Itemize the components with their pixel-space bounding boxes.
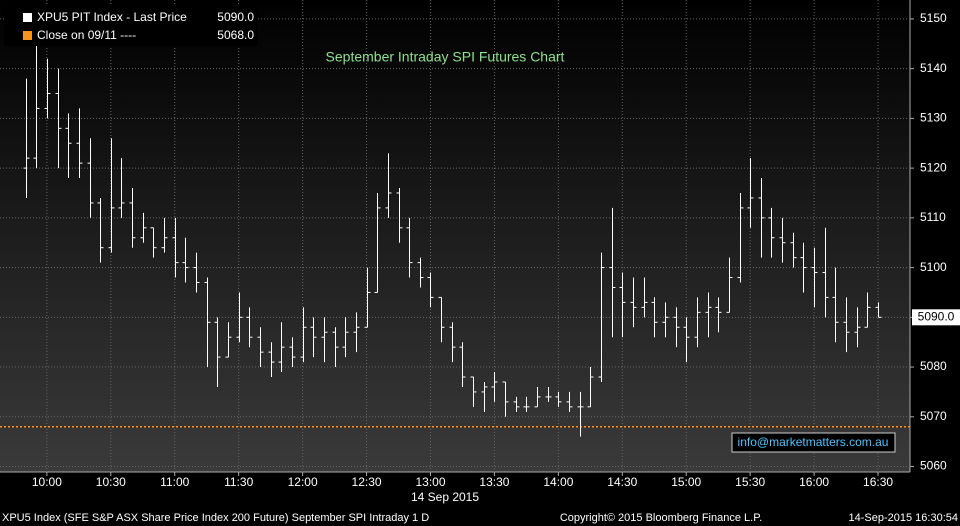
x-tick-label: 10:00 (32, 475, 62, 489)
y-tick-label: 5080 (920, 359, 947, 373)
footer-center: Copyright© 2015 Bloomberg Finance L.P. (560, 512, 762, 524)
x-tick-label: 14:30 (607, 475, 637, 489)
y-tick-label: 5140 (920, 61, 947, 75)
last-price-tag (912, 309, 960, 326)
last-price-label: 5090.0 (918, 309, 955, 323)
y-tick-label: 5060 (920, 459, 947, 473)
x-tick-label: 15:00 (671, 475, 701, 489)
x-tick-label: 11:00 (160, 475, 189, 489)
y-tick-label: 5120 (920, 160, 947, 174)
legend-label: Close on 09/11 ---- (37, 28, 136, 42)
y-tick-label: 5070 (920, 409, 947, 423)
legend-value: 5090.0 (217, 10, 254, 24)
x-tick-label: 12:30 (352, 475, 382, 489)
y-tick-label: 5100 (920, 260, 947, 274)
x-tick-label: 13:00 (415, 475, 445, 489)
y-tick-label: 5150 (920, 11, 947, 25)
footer-right: 14-Sep-2015 16:30:54 (849, 512, 958, 524)
y-tick-label: 5110 (920, 210, 946, 224)
legend-swatch (23, 13, 32, 22)
annotation-box (731, 432, 896, 453)
legend (4, 6, 258, 46)
x-tick-label: 16:00 (799, 475, 829, 489)
x-tick-label: 14:00 (543, 475, 573, 489)
chart-title: September Intraday SPI Futures Chart (326, 49, 565, 65)
annotation: info@marketmatters.com.au (738, 435, 889, 449)
x-tick-label: 16:30 (863, 475, 893, 489)
x-tick-label: 13:30 (479, 475, 509, 489)
plot-area (0, 0, 910, 472)
footer (0, 509, 960, 526)
x-tick-label: 12:00 (288, 475, 318, 489)
legend-value: 5068.0 (217, 28, 254, 42)
x-tick-label: 15:30 (735, 475, 765, 489)
x-tick-label: 11:30 (224, 475, 253, 489)
legend-label: XPU5 PIT Index - Last Price (37, 10, 187, 24)
y-tick-label: 5130 (920, 111, 947, 125)
legend-swatch (23, 31, 32, 40)
x-axis-label: 14 Sep 2015 (411, 490, 479, 504)
footer-left: XPU5 Index (SFE S&P ASX Share Price Inde… (2, 512, 429, 524)
x-tick-label: 10:30 (96, 475, 126, 489)
